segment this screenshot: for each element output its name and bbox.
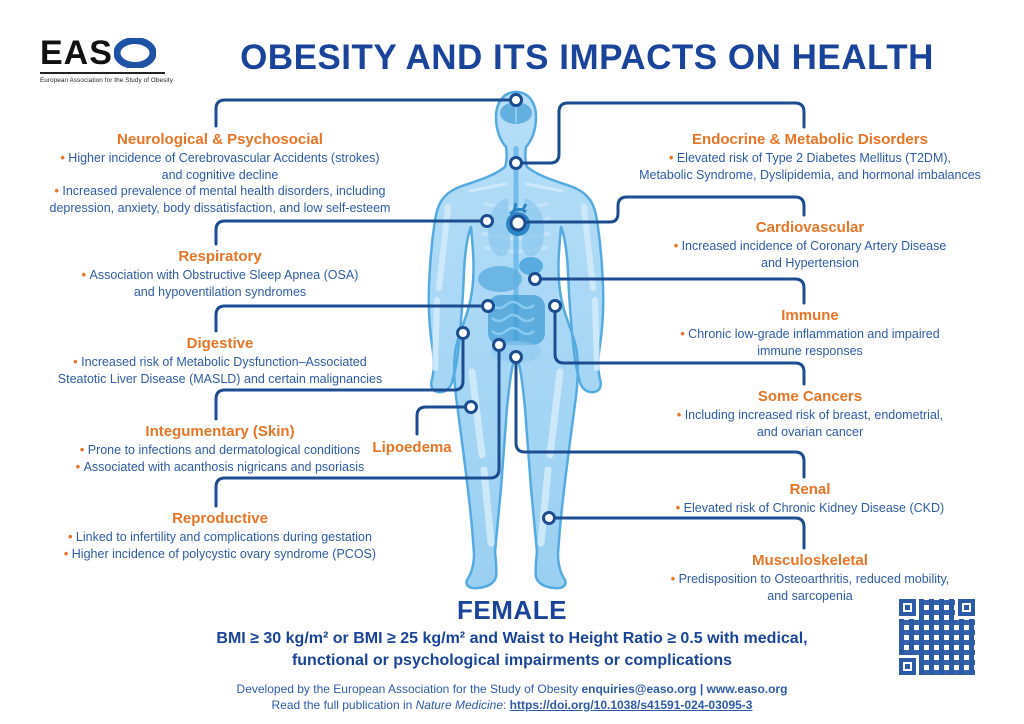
marker-calf-right: [542, 511, 556, 525]
footer-contact-text: enquiries@easo.org | www.easo.org: [581, 682, 788, 696]
connector-musculoskeletal: [554, 516, 806, 550]
easo-logo: EAS European Association for the Study o…: [40, 36, 173, 84]
callout-title: Digestive: [186, 335, 254, 352]
organs: [478, 102, 545, 363]
qr-finder-bottom-left: [899, 658, 916, 675]
marker-intestine-left: [481, 299, 495, 313]
footer-journal-name: Nature Medicine: [415, 697, 503, 712]
connector-immune: [540, 277, 806, 305]
callout-title: Renal: [789, 481, 831, 498]
connector-respiratory: [214, 219, 482, 246]
lung-right: [522, 198, 544, 257]
callout-integumentary: Integumentary (Skin) Prone to infections…: [28, 423, 412, 475]
connector-reproductive: [214, 350, 501, 508]
callout-bullet: Increased risk of Metabolic Dysfunction–…: [28, 354, 412, 387]
connector-lipoedema: [415, 405, 466, 436]
callout-lipoedema: Lipoedema: [358, 439, 466, 458]
logo-tagline: European Association for the Study of Ob…: [40, 77, 173, 84]
callout-immune: Immune Chronic low-grade inflammation an…: [618, 307, 1002, 359]
doi-link[interactable]: https://doi.org/10.1038/s41591-024-03095…: [509, 697, 753, 712]
qr-finder-top-left: [899, 599, 916, 616]
marker-abdomen-right: [528, 272, 542, 286]
easo-wordmark-text: EAS: [40, 34, 113, 72]
callout-title: Respiratory: [178, 248, 262, 265]
callout-bullet: Associated with acanthosis nigricans and…: [28, 459, 412, 476]
callout-reproductive: Reproductive Linked to infertility and c…: [28, 510, 412, 562]
callout-title: Cardiovascular: [755, 219, 865, 236]
logo-divider: [40, 72, 165, 74]
qr-code: [899, 599, 975, 675]
marker-neck: [509, 156, 523, 170]
marker-chest-left: [480, 214, 494, 228]
sex-label: FEMALE: [457, 595, 567, 625]
callout-title: Reproductive: [172, 510, 268, 527]
callout-title: Neurological & Psychosocial: [117, 131, 323, 148]
callout-neurological: Neurological & Psychosocial Higher incid…: [28, 131, 412, 216]
connector-neurological: [214, 98, 511, 128]
footer-separator: :: [503, 697, 510, 712]
connector-cardiovascular: [523, 195, 806, 224]
connector-some-cancers: [553, 311, 806, 386]
callout-title: Lipoedema: [372, 439, 452, 456]
callout-bullet: Chronic low-grade inflammation and impai…: [618, 326, 1002, 359]
callout-bullet: Elevated risk of Type 2 Diabetes Mellitu…: [618, 150, 1002, 183]
callout-digestive: Digestive Increased risk of Metabolic Dy…: [28, 335, 412, 387]
callout-title: Endocrine & Metabolic Disorders: [692, 131, 928, 148]
connector-renal: [514, 362, 806, 479]
footer-line-1: Developed by the European Association fo…: [0, 682, 1024, 698]
connector-digestive: [214, 304, 483, 333]
liver: [478, 266, 522, 292]
callout-title: Musculoskeletal: [752, 552, 868, 569]
marker-thigh-left: [464, 400, 478, 414]
stomach: [519, 257, 543, 275]
callout-endocrine: Endocrine & Metabolic Disorders Elevated…: [618, 131, 1002, 183]
callout-some-cancers: Some Cancers Including increased risk of…: [618, 388, 1002, 440]
footer-line-2: Read the full publication in Nature Medi…: [0, 698, 1024, 714]
connector-endocrine: [521, 101, 806, 165]
callout-bullet: Elevated risk of Chronic Kidney Disease …: [618, 500, 1002, 517]
callout-bullet: Linked to infertility and complications …: [28, 529, 412, 546]
callout-bullet: Prone to infections and dermatological c…: [28, 442, 412, 459]
marker-heart: [509, 214, 527, 232]
marker-brain: [509, 93, 523, 107]
callout-title: Some Cancers: [757, 388, 863, 405]
callout-bullet: Predisposition to Osteoarthritis, reduce…: [618, 571, 1002, 604]
callout-title: Immune: [781, 307, 839, 324]
connector-lines: [214, 98, 806, 550]
callout-title: Integumentary (Skin): [145, 423, 295, 440]
easo-logo-o-mark: [113, 38, 156, 68]
marker-hip-right: [548, 299, 562, 313]
callout-bullet: Higher incidence of polycystic ovary syn…: [28, 546, 412, 563]
marker-pelvis-center: [509, 350, 523, 364]
diagnostic-criteria: BMI ≥ 30 kg/m² or BMI ≥ 25 kg/m² and Wai…: [216, 630, 808, 670]
callout-renal: Renal Elevated risk of Chronic Kidney Di…: [618, 481, 1002, 517]
footer: Developed by the European Association fo…: [0, 682, 1024, 714]
callout-bullet: Association with Obstructive Sleep Apnea…: [28, 267, 412, 300]
callout-musculoskeletal: Musculoskeletal Predisposition to Osteoa…: [618, 552, 1002, 604]
connector-integumentary: [214, 338, 465, 421]
footer-publication-text: Read the full publication in: [271, 697, 416, 712]
anchor-markers: [456, 93, 562, 525]
lung-left: [488, 198, 510, 257]
callout-bullet: Including increased risk of breast, endo…: [618, 407, 1002, 440]
spine: [513, 146, 519, 342]
callout-cardiovascular: Cardiovascular Increased incidence of Co…: [618, 219, 1002, 271]
callout-bullet: Increased incidence of Coronary Artery D…: [618, 238, 1002, 271]
easo-wordmark: EAS: [40, 36, 165, 70]
marker-pelvis-left: [492, 338, 506, 352]
intestine-folds: [491, 300, 535, 336]
heart-vessels: [508, 202, 528, 216]
page-title: OBESITY AND ITS IMPACTS ON HEALTH: [240, 38, 934, 77]
footer-credit-text: Developed by the European Association fo…: [236, 682, 582, 696]
qr-finder-top-right: [958, 599, 975, 616]
callout-bullet: Higher incidence of Cerebrovascular Acci…: [28, 150, 412, 183]
callout-respiratory: Respiratory Association with Obstructive…: [28, 248, 412, 300]
marker-hip-left: [456, 326, 470, 340]
callout-bullet: Increased prevalence of mental health di…: [28, 183, 412, 216]
